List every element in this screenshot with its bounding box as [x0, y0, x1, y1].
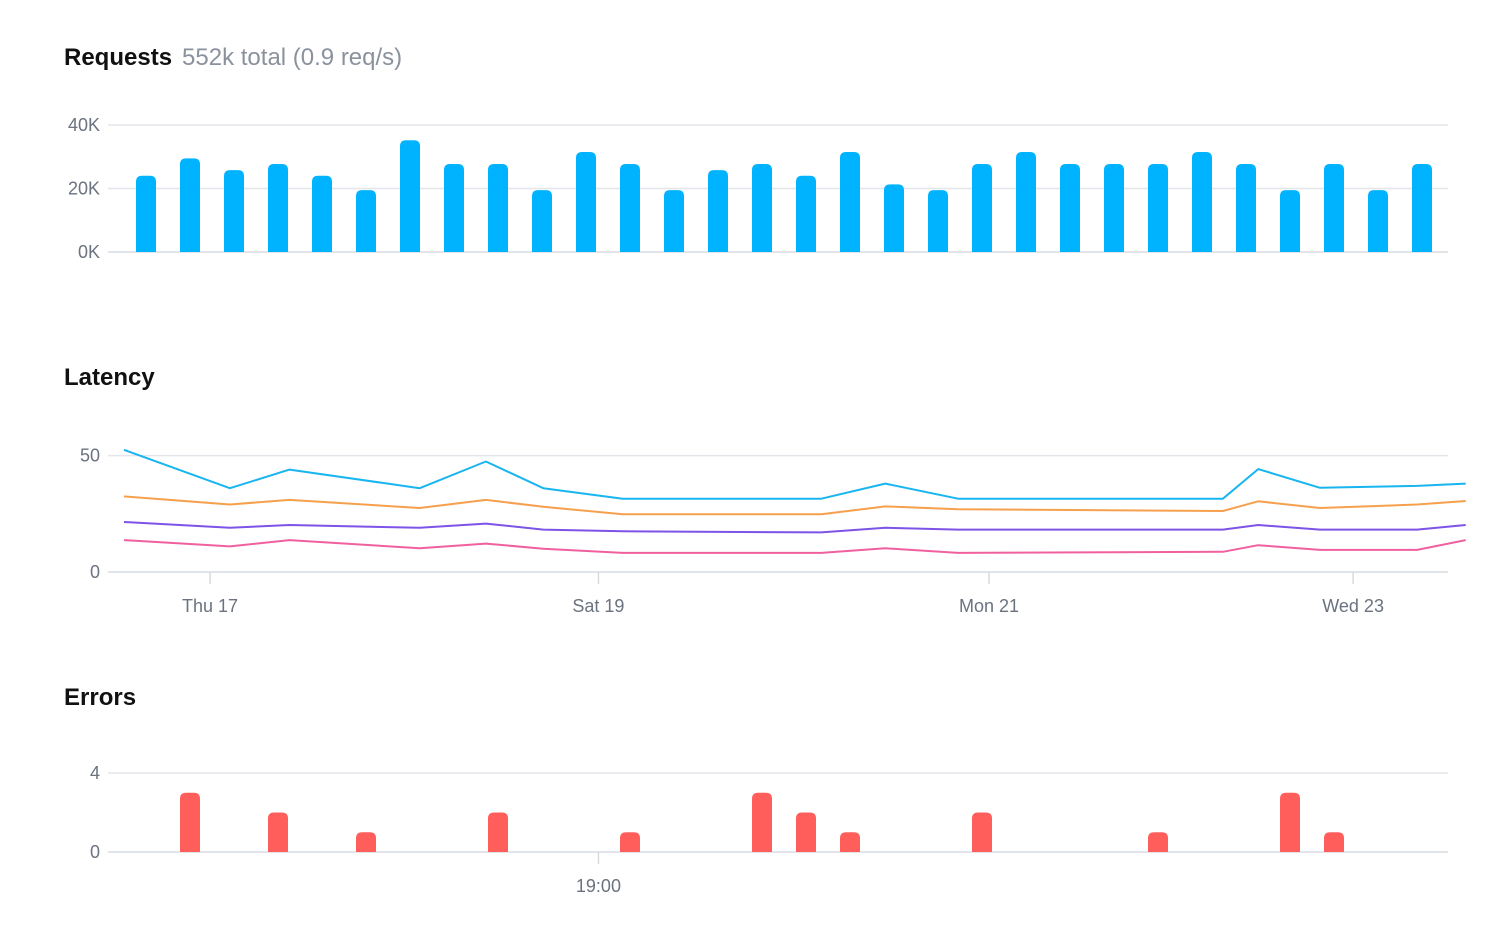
latency-series-p50 — [123, 539, 1466, 554]
errors-xtick-label: 19:00 — [576, 876, 621, 896]
requests-bar — [884, 184, 904, 252]
requests-bar — [400, 140, 420, 252]
requests-bar — [620, 164, 640, 252]
errors-bar — [620, 832, 640, 852]
requests-bar — [1280, 190, 1300, 252]
requests-title: Requests 552k total (0.9 req/s) — [64, 44, 402, 72]
latency-xtick-label: Thu 17 — [182, 596, 238, 616]
requests-title-text: Requests — [64, 44, 173, 71]
requests-bar — [136, 175, 156, 252]
requests-subtitle: 552k total (0.9 req/s) — [182, 44, 403, 71]
requests-bar — [268, 164, 288, 252]
requests-bar — [532, 190, 552, 252]
errors-title: Errors — [64, 684, 137, 711]
latency-series-p95 — [123, 495, 1466, 516]
errors-ytick-label: 0 — [90, 842, 100, 862]
requests-bar — [1148, 164, 1168, 252]
requests-bar — [752, 164, 772, 252]
errors-bar — [356, 832, 376, 852]
errors-bar — [488, 812, 508, 852]
requests-bar — [224, 170, 244, 252]
latency-series-p75 — [123, 521, 1466, 534]
errors-ytick-label: 4 — [90, 763, 100, 783]
latency-xtick-label: Mon 21 — [959, 596, 1019, 616]
latency-ytick-label: 50 — [80, 446, 100, 466]
errors-bar — [180, 792, 200, 852]
errors-bar — [268, 812, 288, 852]
requests-bar — [928, 190, 948, 252]
requests-bar — [488, 164, 508, 252]
requests-bar — [1236, 164, 1256, 252]
errors-bar — [972, 812, 992, 852]
requests-bar — [180, 158, 200, 252]
errors-bar — [752, 792, 772, 852]
errors-bar — [1280, 792, 1300, 852]
requests-bar — [796, 175, 816, 252]
latency-title: Latency — [64, 364, 155, 391]
latency-xtick-label: Sat 19 — [572, 596, 624, 616]
requests-bar — [664, 190, 684, 252]
requests-bar — [840, 151, 860, 252]
requests-bar — [708, 170, 728, 252]
requests-bar — [1060, 164, 1080, 252]
latency-series-p99 — [123, 448, 1466, 500]
requests-bar — [1192, 151, 1212, 252]
errors-bar — [1148, 832, 1168, 852]
errors-bar — [840, 832, 860, 852]
errors-bar — [796, 812, 816, 852]
requests-bar — [1016, 151, 1036, 252]
requests-bar — [1104, 164, 1124, 252]
requests-ytick-label: 20K — [68, 179, 100, 199]
requests-bar — [576, 151, 596, 252]
requests-bar — [444, 164, 464, 252]
latency-xtick-label: Wed 23 — [1322, 596, 1384, 616]
requests-ytick-label: 0K — [78, 242, 100, 262]
requests-bar — [1324, 164, 1344, 252]
requests-bar — [1412, 164, 1432, 252]
requests-bar — [1368, 190, 1388, 252]
errors-bar — [1324, 832, 1344, 852]
requests-bar — [972, 164, 992, 252]
latency-ytick-label: 0 — [90, 562, 100, 582]
requests-bar — [312, 175, 332, 252]
requests-ytick-label: 40K — [68, 115, 100, 135]
requests-bar — [356, 190, 376, 252]
